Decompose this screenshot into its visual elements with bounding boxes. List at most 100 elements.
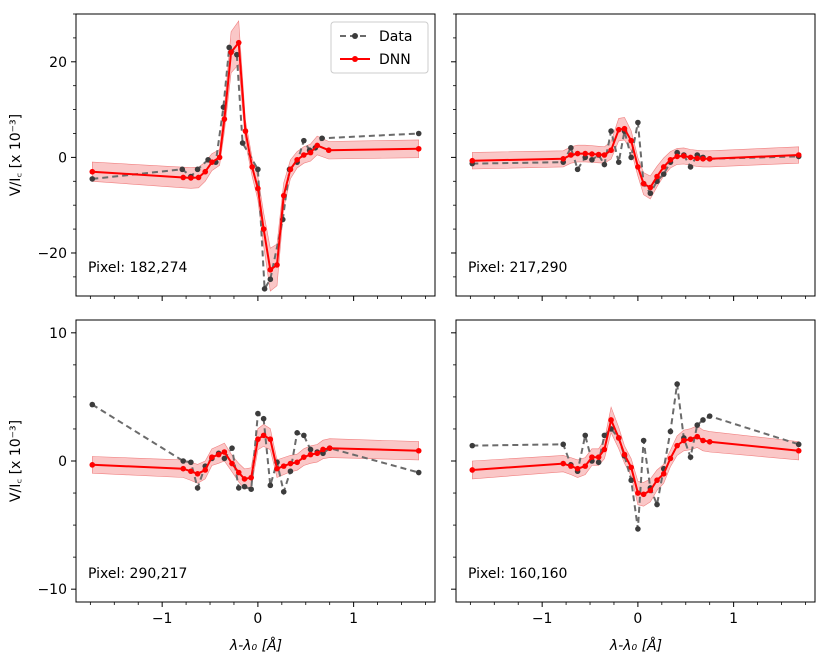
dnn-point [188, 468, 194, 475]
dnn-point [674, 153, 680, 160]
data-point [469, 442, 476, 449]
dnn-point [274, 465, 280, 472]
dnn-point [301, 454, 307, 460]
x-tick-label: −1 [152, 611, 173, 627]
data-point [615, 159, 622, 165]
dnn-point [615, 126, 622, 133]
dnn-point [215, 451, 222, 458]
dnn-point [326, 445, 333, 451]
data-point [560, 441, 567, 448]
dnn-point [255, 436, 261, 443]
dnn-point [314, 450, 321, 457]
dnn-point [608, 417, 614, 423]
dnn-point [415, 447, 422, 454]
dnn-point [307, 451, 314, 458]
y-tick-label: −10 [37, 582, 67, 598]
dnn-point [188, 175, 194, 181]
data-point [226, 44, 232, 51]
dnn-point [568, 463, 574, 469]
data-point [261, 286, 268, 292]
dnn-point [560, 460, 567, 467]
data-point [640, 437, 647, 444]
dnn-point [660, 164, 667, 170]
data-point [674, 381, 680, 387]
dnn-point [681, 437, 687, 444]
data-series-line [92, 45, 419, 293]
dnn-point [628, 137, 634, 144]
dnn-point [255, 185, 261, 192]
pixel-label: Pixel: 182,274 [88, 260, 188, 276]
data-point [255, 166, 261, 173]
dnn-point [568, 152, 574, 158]
dnn-point [221, 449, 228, 455]
data-point [608, 128, 614, 134]
dnn-point [621, 125, 628, 132]
panel-bottom-right: −1 0 1 Pixel: 160,160 [451, 319, 816, 627]
pixel-label: Pixel: 290,217 [88, 566, 187, 582]
data-point [319, 135, 325, 142]
legend: Data DNN [330, 21, 429, 74]
dnn-point [589, 454, 595, 460]
dnn-point [325, 147, 332, 154]
x-tick-label: 1 [349, 611, 358, 627]
y-tick-label: 0 [58, 150, 67, 166]
data-point [179, 166, 186, 173]
panel-top-left: −20 0 20 Pixel: 182,274 Data DNN [37, 13, 436, 301]
dnn-point [706, 156, 713, 162]
dnn-point [647, 487, 654, 494]
dnn-point [621, 451, 628, 458]
data-point [267, 482, 274, 489]
data-point [287, 468, 294, 475]
dnn-point [687, 436, 694, 443]
dnn-point [795, 447, 802, 454]
data-point [795, 441, 802, 448]
dnn-point [667, 156, 674, 163]
dnn-point [260, 432, 267, 439]
dnn-point [687, 154, 694, 161]
dnn-point [235, 469, 242, 476]
dnn-point [608, 147, 614, 154]
dnn-point [706, 438, 713, 445]
data-point [280, 488, 287, 495]
dnn-point [700, 437, 706, 444]
data-series-line [472, 383, 800, 530]
dnn-point [294, 459, 300, 466]
data-point [654, 501, 660, 508]
dnn-point [294, 156, 300, 163]
dnn-point [216, 154, 223, 161]
dnn-point [574, 465, 581, 472]
data-point [700, 417, 706, 423]
data-point [241, 483, 248, 490]
data-point [694, 422, 701, 428]
dnn-point [301, 152, 307, 158]
y-axis-label-top: V/I꜀ [x 10⁻³] [8, 114, 24, 196]
dnn-point [280, 463, 287, 469]
data-point [89, 401, 96, 408]
data-point [687, 454, 694, 460]
data-point [660, 171, 667, 177]
dnn-point [681, 153, 687, 159]
dnn-point [469, 157, 476, 164]
data-point [320, 450, 326, 457]
dnn-point [660, 471, 667, 477]
data-point [239, 140, 246, 146]
axes-frame [75, 13, 436, 297]
dnn-point [654, 477, 660, 484]
data-point [582, 432, 589, 439]
data-point [307, 446, 314, 453]
data-point [415, 130, 422, 137]
data-point [188, 459, 194, 466]
dnn-point [242, 128, 249, 134]
dnn-point [674, 442, 680, 449]
y-tick-label: 20 [49, 55, 67, 71]
dnn-point [560, 156, 567, 162]
data-point [647, 190, 654, 197]
dnn-point [628, 464, 634, 471]
dnn-point [267, 436, 274, 443]
data-point [635, 526, 641, 532]
data-point [589, 156, 595, 163]
dnn-point [287, 460, 294, 467]
dnn-uncertainty-band [92, 20, 420, 292]
